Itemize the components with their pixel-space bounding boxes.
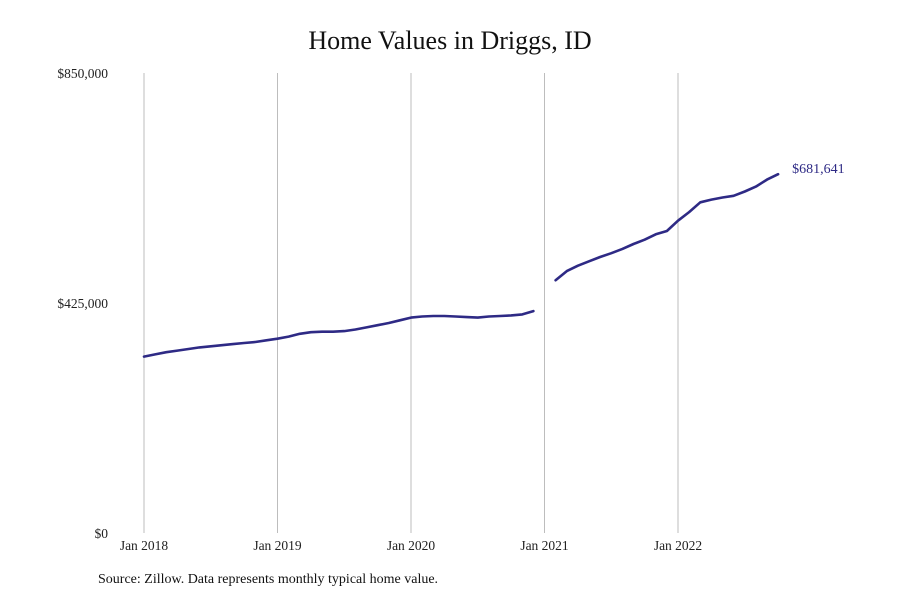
end-value-label: $681,641 — [792, 162, 845, 177]
x-axis-ticks: Jan 2018 Jan 2019 Jan 2020 Jan 2021 Jan 2022 — [120, 538, 702, 553]
source-note: Source: Zillow. Data represents monthly … — [98, 572, 439, 587]
y-tick-label: $425,000 — [57, 296, 108, 311]
x-tick-label: Jan 2019 — [253, 538, 302, 553]
x-tick-label: Jan 2018 — [120, 538, 169, 553]
x-tick-label: Jan 2020 — [387, 538, 436, 553]
y-tick-label: $850,000 — [57, 66, 108, 81]
x-tick-label: Jan 2021 — [520, 538, 568, 553]
y-axis-ticks: $0 $425,000 $850,000 — [57, 66, 108, 541]
series-line-segment — [142, 309, 535, 358]
series-line-segment — [554, 172, 780, 282]
grid-lines — [143, 73, 679, 533]
x-tick-label: Jan 2022 — [654, 538, 702, 553]
series-lines — [142, 172, 780, 358]
chart-title: Home Values in Driggs, ID — [308, 26, 592, 55]
y-tick-label: $0 — [95, 526, 109, 541]
